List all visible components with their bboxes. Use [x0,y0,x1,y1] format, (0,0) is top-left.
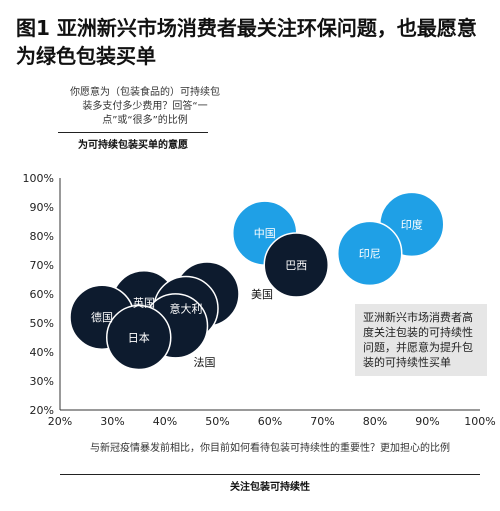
x-tick-label: 90% [415,415,439,428]
point-label: 印度 [401,217,423,231]
point-label: 巴西 [285,259,307,272]
x-tick-label: 20% [48,415,72,428]
y-tick-label: 100% [23,172,54,185]
y-tick-label: 40% [30,346,54,359]
point-label: 德国 [91,310,113,324]
x-axis-title: 关注包装可持续性 [230,482,310,493]
y-axis-title: 为可持续包装买单的意愿 [78,140,188,151]
point-label: 印尼 [359,247,381,260]
point-label: 英国 [133,296,155,310]
point-label: 中国 [254,227,276,240]
annotation-box: 亚洲新兴市场消费者高度关注包装的可持续性问题，并愿意为提升包装的可持续性买单 [355,304,487,376]
x-axis-question: 与新冠疫情暴发前相比，你目前如何看待包装可持续性的重要性？更加担心的比例 [90,443,450,454]
data-points [69,191,445,371]
point-label: 美国 [251,288,273,301]
y-tick-label: 30% [30,375,54,388]
data-point-日本 [106,304,172,371]
y-tick-label: 20% [30,404,54,417]
x-tick-label: 60% [258,415,282,428]
chart-title: 图1 亚洲新兴市场消费者最关注环保问题，也最愿意为绿色包装买单 [16,16,477,68]
x-tick-label: 40% [153,415,177,428]
x-tick-label: 50% [205,415,229,428]
x-tick-label: 70% [310,415,334,428]
tick-labels: 20% 30% 40% 50% 60% 70% 80% 90% 100% 20% 30% 40% 50%… [23,172,496,428]
y-axis-title-rule [58,132,208,133]
x-axis-title-rule [60,474,480,475]
data-point-印尼 [337,220,403,287]
plot-axes [59,178,480,411]
y-tick-label: 70% [30,259,54,272]
y-axis-question: 你愿意为（包装食品的）可持续包装多支付多少费用？回答“一点”或“很多”的比例 [70,87,220,126]
x-tick-label: 100% [464,415,495,428]
y-tick-label: 80% [30,230,54,243]
y-tick-label: 50% [30,317,54,330]
y-tick-label: 90% [30,201,54,214]
data-point-巴西 [263,232,329,298]
y-tick-label: 60% [30,288,54,301]
x-tick-label: 30% [100,415,124,428]
point-label: 日本 [128,331,150,345]
point-label: 法国 [194,355,216,369]
point-label: 意大利 [170,302,203,316]
x-tick-label: 80% [363,415,387,428]
